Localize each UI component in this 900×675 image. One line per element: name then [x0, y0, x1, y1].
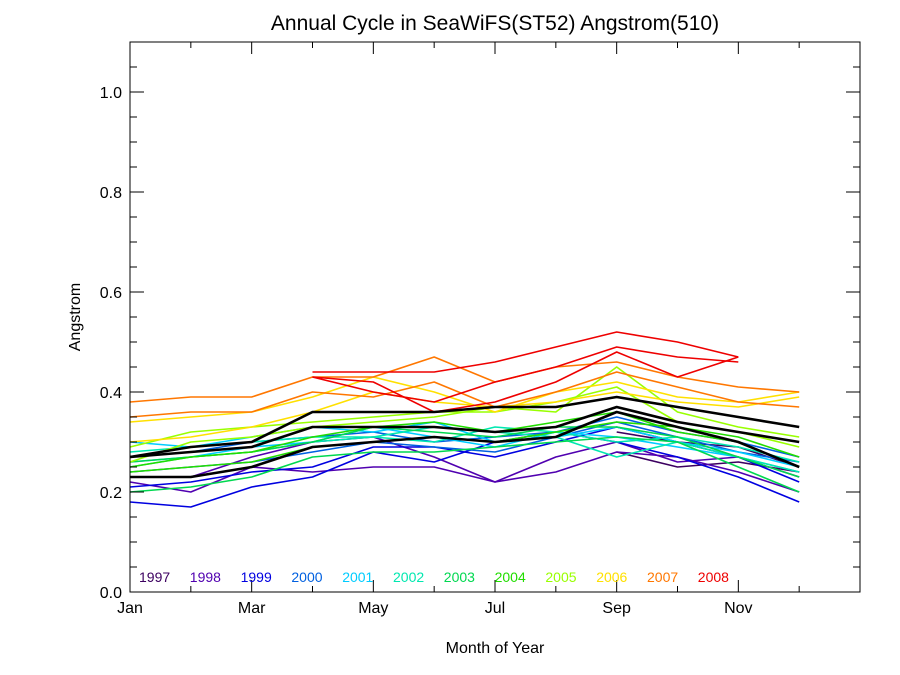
legend-entry-1997: 1997: [139, 569, 170, 585]
y-tick-label: 0.0: [100, 585, 122, 602]
legend-entry-1999: 1999: [241, 569, 272, 585]
series-2006-line-1: [129, 376, 800, 423]
x-tick-label: Jul: [485, 600, 505, 617]
series-2004-line-1: [129, 411, 800, 468]
y-tick-label: 1.0: [100, 85, 122, 102]
series-2007-line-2: [129, 371, 800, 418]
legend-entry-2005: 2005: [545, 569, 576, 585]
series-2005-line-2: [129, 366, 800, 463]
x-axis-label: Month of Year: [446, 640, 545, 657]
chart-title: Annual Cycle in SeaWiFS(ST52) Angstrom(5…: [271, 12, 719, 35]
series-1998-line-1: [129, 451, 800, 493]
legend: 1997 1998 1999 2000 2001 2002 2003 2004 2005 2006…: [139, 569, 729, 585]
series-2003-line-1: [129, 436, 800, 493]
series-2007-line-1: [129, 356, 800, 403]
series-mean-line-3: [130, 410, 800, 479]
legend-entry-2007: 2007: [647, 569, 678, 585]
legend-entry-2002: 2002: [393, 569, 424, 585]
series-2006-line-2: [129, 391, 800, 443]
x-tick-label: Nov: [724, 600, 752, 617]
y-tick-label: 0.6: [100, 285, 122, 302]
legend-entry-2008: 2008: [698, 569, 729, 585]
plot-lines: [129, 331, 800, 508]
series-2001-line-1: [129, 421, 800, 468]
series-2008-line-3: [312, 351, 739, 413]
y-tick-label: 0.8: [100, 185, 122, 202]
axis-ticks: Jan Mar May Jul Sep Nov 0.0 0.2 0.4 0.6 0.8 1.0: [100, 42, 860, 617]
y-axis-label: Angstrom: [67, 283, 84, 351]
y-tick-label: 0.4: [100, 385, 122, 402]
x-tick-label: May: [358, 600, 388, 617]
legend-entry-2004: 2004: [495, 569, 526, 585]
x-tick-label: Sep: [602, 600, 631, 617]
legend-entry-2001: 2001: [342, 569, 373, 585]
x-tick-label: Mar: [238, 600, 266, 617]
y-tick-label: 0.2: [100, 485, 122, 502]
legend-entry-2003: 2003: [444, 569, 475, 585]
series-mean-line-1: [129, 395, 800, 459]
series-2008-line-2: [312, 346, 739, 403]
series-2008-line-1: [312, 331, 739, 373]
series-mean-line-2: [129, 405, 800, 459]
legend-entry-2006: 2006: [596, 569, 627, 585]
plot-frame: [129, 41, 861, 593]
legend-entry-1998: 1998: [190, 569, 221, 585]
legend-entry-2000: 2000: [291, 569, 322, 585]
x-tick-label: Jan: [117, 600, 143, 617]
